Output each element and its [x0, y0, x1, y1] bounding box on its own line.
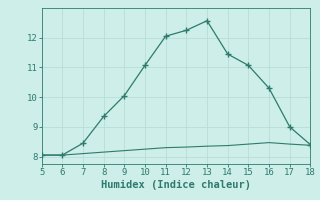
X-axis label: Humidex (Indice chaleur): Humidex (Indice chaleur)	[101, 180, 251, 190]
